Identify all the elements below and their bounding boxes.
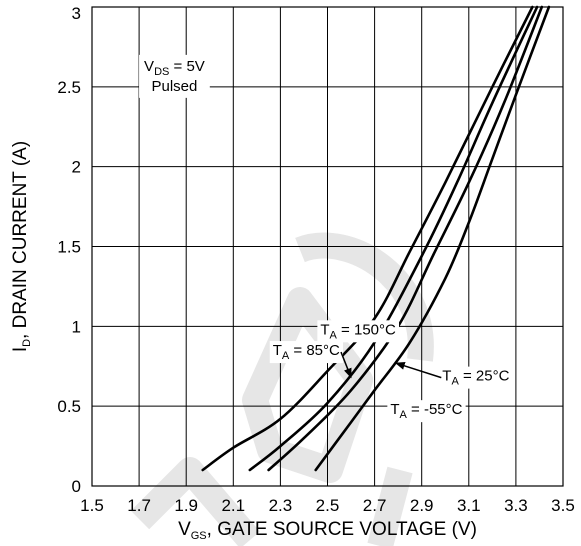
y-tick-label: 2.5 — [57, 78, 81, 97]
y-tick-label: 3 — [72, 4, 81, 23]
series-line-3 — [314, 5, 551, 472]
x-tick-label: 1.5 — [80, 496, 104, 515]
y-tick-label: 1.5 — [57, 238, 81, 257]
watermark-graphic — [130, 232, 434, 546]
series-line-2 — [267, 5, 544, 472]
x-tick-label: 3.1 — [457, 496, 481, 515]
series-line-0 — [201, 5, 534, 472]
x-tick-label: 2.5 — [316, 496, 340, 515]
series-label: TA = 85°C — [273, 342, 340, 362]
x-tick-label: 2.9 — [410, 496, 434, 515]
x-tick-label: 1.9 — [174, 496, 198, 515]
x-tick-label: 3.3 — [504, 496, 528, 515]
series-label-background — [439, 366, 513, 389]
plot-frame — [91, 6, 564, 487]
series-label: TA = 150°C — [320, 321, 396, 341]
x-tick-labels: 1.5 1.7 1.9 2.1 2.3 2.5 2.7 2.9 3.1 3.3 3.5 — [80, 496, 575, 515]
x-tick-label: 3.5 — [551, 496, 575, 515]
condition-vds: VDS = 5V — [144, 58, 205, 78]
series-label-arrow — [394, 361, 442, 379]
y-tick-label: 0.5 — [57, 397, 81, 416]
y-tick-labels: 0 0.5 1 1.5 2 2.5 3 — [57, 4, 81, 496]
series-label-background — [317, 320, 400, 343]
conditions-box — [139, 54, 210, 98]
y-tick-label: 0 — [72, 477, 81, 496]
curves — [201, 5, 551, 472]
series-label-arrow — [340, 351, 352, 379]
y-tick-label: 1 — [72, 317, 81, 336]
x-tick-label: 2.3 — [269, 496, 293, 515]
x-axis-label: VGS, GATE SOURCE VOLTAGE (V) — [178, 519, 477, 542]
series-label-background — [387, 400, 466, 423]
y-axis-label: ID, DRAIN CURRENT (A) — [10, 141, 33, 352]
y-tick-label: 2 — [72, 158, 81, 177]
series-label: TA = 25°C — [442, 368, 509, 388]
series-label-background — [269, 341, 344, 364]
series-label: TA = -55°C — [390, 401, 462, 421]
series-labels: TA = 150°CTA = 85°C TA = 25°C TA = -55°C — [269, 320, 513, 423]
x-tick-label: 2.7 — [363, 496, 387, 515]
condition-pulsed: Pulsed — [151, 78, 197, 95]
x-tick-label: 1.7 — [127, 496, 151, 515]
series-line-1 — [248, 5, 539, 472]
x-tick-label: 2.1 — [221, 496, 245, 515]
